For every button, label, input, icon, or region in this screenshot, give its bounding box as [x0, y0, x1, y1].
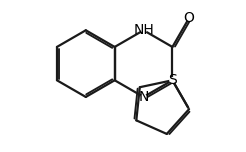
Circle shape: [186, 16, 192, 21]
Circle shape: [141, 28, 146, 33]
Text: O: O: [184, 11, 195, 25]
Text: NH: NH: [133, 23, 154, 37]
Circle shape: [170, 78, 175, 83]
Circle shape: [141, 94, 146, 99]
Text: N: N: [138, 90, 149, 104]
Text: S: S: [168, 73, 177, 87]
